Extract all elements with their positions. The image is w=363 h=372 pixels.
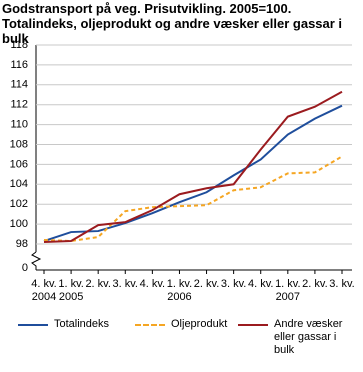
chart-title: Godstransport på veg. Prisutvikling. 200… <box>2 1 343 46</box>
axis-break <box>31 251 42 270</box>
x-tick-label: 1. kv. <box>167 278 192 290</box>
x-year-label: 2006 <box>167 291 191 303</box>
x-tick-label: 1. kv. <box>58 278 83 290</box>
x-tick-label: 3. kv. <box>113 278 138 290</box>
x-tick-label: 2. kv. <box>85 278 110 290</box>
x-year-label: 2005 <box>59 291 83 303</box>
legend-label: Andre væsker eller gassar i bulk <box>274 318 343 356</box>
legend-swatch <box>135 324 165 326</box>
x-tick-label: 3. kv. <box>221 278 246 290</box>
x-tick-label: 1. kv. <box>275 278 300 290</box>
y-tick-label: 98 <box>16 238 28 250</box>
x-tick-label: 2. kv. <box>302 278 327 290</box>
y-tick-label: 112 <box>10 99 28 111</box>
y-tick-label: 0 <box>22 262 28 274</box>
x-tick-label: 4. kv. <box>140 278 165 290</box>
x-tick-label: 4. kv. <box>31 278 56 290</box>
y-tick-label: 116 <box>10 59 28 71</box>
legend-label: Totalindeks <box>54 318 110 330</box>
x-tick-label: 2. kv. <box>194 278 219 290</box>
x-tick-label: 4. kv. <box>248 278 273 290</box>
y-tick-label: 108 <box>10 138 28 150</box>
legend-item: Andre væsker eller gassar i bulk <box>238 318 358 356</box>
x-tick-label: 3. kv. <box>329 278 354 290</box>
y-tick-label: 102 <box>10 198 28 210</box>
y-tick-label: 118 <box>10 39 28 51</box>
y-tick-label: 100 <box>10 218 28 230</box>
legend-swatch <box>18 324 48 326</box>
x-year-label: 2007 <box>276 291 300 303</box>
legend-label: Oljeprodukt <box>171 318 228 330</box>
series-line <box>43 90 343 244</box>
y-tick-label: 110 <box>10 119 28 131</box>
x-year-label: 2004 <box>32 291 56 303</box>
y-tick-label: 114 <box>10 79 28 91</box>
series-line <box>43 104 343 242</box>
y-tick-label: 104 <box>10 178 28 190</box>
series-line <box>43 155 343 243</box>
legend-swatch <box>238 324 268 326</box>
y-tick-label: 106 <box>10 158 28 170</box>
legend-item: Oljeprodukt <box>135 318 245 348</box>
legend-item: Totalindeks <box>18 318 128 348</box>
